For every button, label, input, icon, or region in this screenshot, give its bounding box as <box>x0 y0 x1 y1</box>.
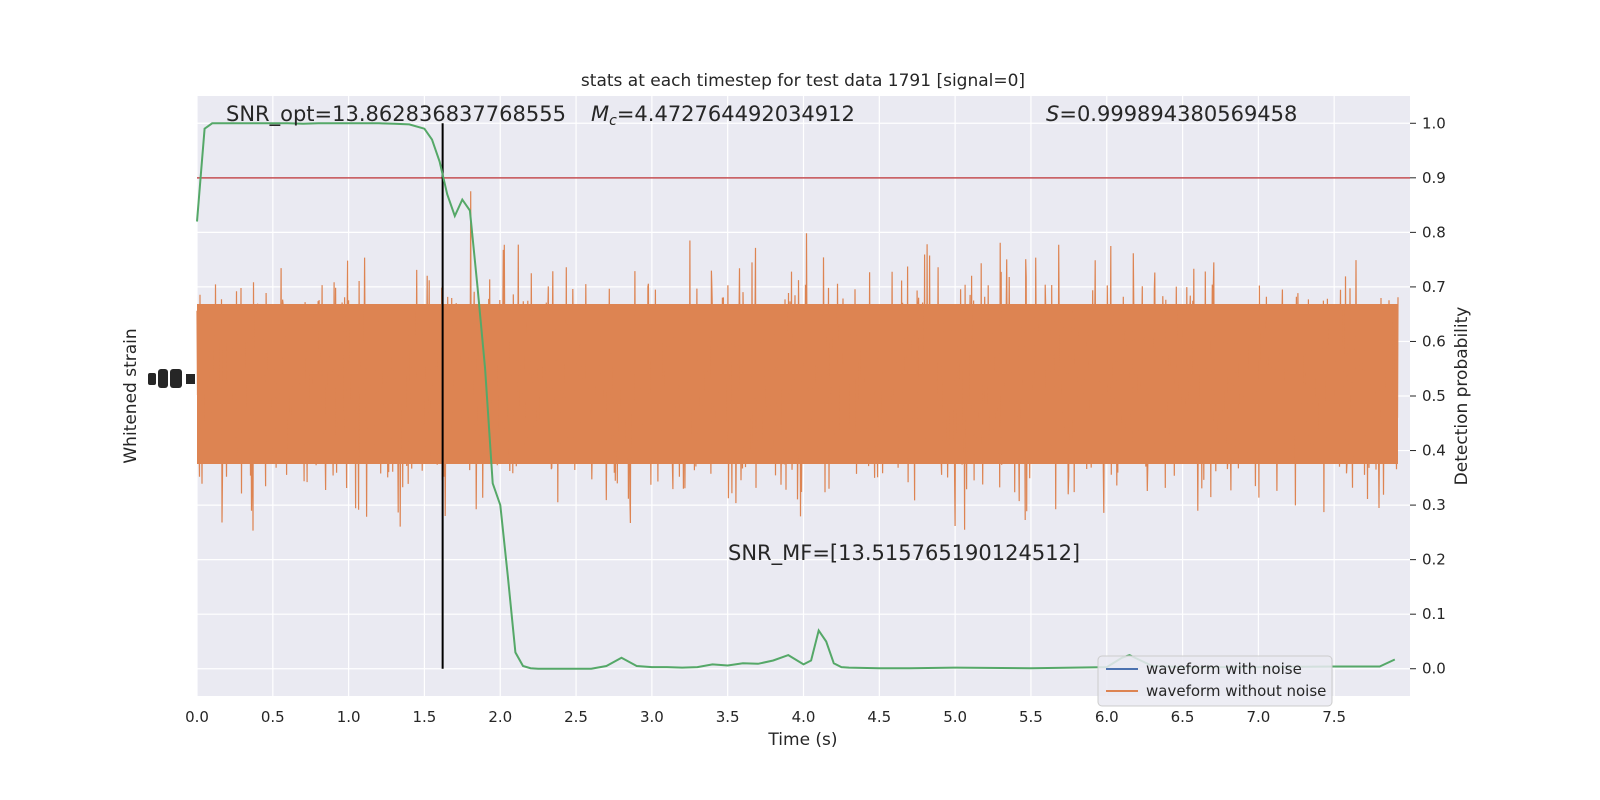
x-tick-label: 3.0 <box>640 708 664 726</box>
x-tick-label: 5.5 <box>1019 708 1043 726</box>
y-tick-label: 0.4 <box>1422 442 1446 460</box>
x-tick-label: 0.0 <box>185 708 209 726</box>
detection-probability-line <box>196 122 1396 670</box>
x-axis-label: Time (s) <box>767 730 837 750</box>
legend-label-with-noise: waveform with noise <box>1146 660 1302 678</box>
y-tick-label: 0.7 <box>1422 278 1446 296</box>
x-tick-label: 2.0 <box>488 708 512 726</box>
x-tick-label: 3.5 <box>716 708 740 726</box>
x-tick-label: 1.0 <box>337 708 361 726</box>
x-tick-label: 6.5 <box>1171 708 1195 726</box>
x-tick-label: 0.5 <box>261 708 285 726</box>
x-tick-labels: 0.0 0.5 1.0 1.5 2.0 2.5 3.0 3.5 4.0 4.5 5.0 5.5 6.0 6… <box>185 708 1346 726</box>
chart-title: stats at each timestep for test data 179… <box>581 71 1025 91</box>
left-axis-overlapped-ticks <box>148 369 195 388</box>
x-tick-label: 7.0 <box>1246 708 1270 726</box>
y-tick-label: 0.1 <box>1422 605 1446 623</box>
waveform-without-noise-series <box>196 191 1399 531</box>
x-tick-label: 4.5 <box>867 708 891 726</box>
snr-opt-annotation: SNR_opt=13.862836837768555 <box>226 102 566 127</box>
left-axis-label: Whitened strain <box>121 328 141 463</box>
x-tick-label: 1.5 <box>413 708 437 726</box>
strain-trace <box>196 191 1399 531</box>
y-tick-label: 0.3 <box>1422 496 1446 514</box>
legend-label-without-noise: waveform without noise <box>1146 682 1326 700</box>
left-tick-blot <box>158 369 168 388</box>
x-tick-label: 2.5 <box>564 708 588 726</box>
chirp-mass-value: =4.472764492034912 <box>617 102 855 126</box>
chirp-mass-symbol: M <box>591 102 609 126</box>
chirp-mass-subscript: c <box>609 113 617 129</box>
y-tick-label: 0.9 <box>1422 169 1446 187</box>
x-tick-label: 5.0 <box>943 708 967 726</box>
right-axis-label: Detection probability <box>1452 307 1472 486</box>
y-tick-label: 0.6 <box>1422 332 1446 350</box>
chirp-mass-annotation: Mc=4.472764492034912 <box>591 102 855 129</box>
y-tick-label: 0.8 <box>1422 223 1446 241</box>
s-annotation: S=0.999894380569458 <box>1046 102 1297 126</box>
x-tick-label: 6.0 <box>1095 708 1119 726</box>
y-tick-label: 0.5 <box>1422 387 1446 405</box>
x-tick-label: 7.5 <box>1322 708 1346 726</box>
y-tick-label: 1.0 <box>1422 114 1446 132</box>
snr-mf-annotation: SNR_MF=[13.515765190124512] <box>728 541 1080 566</box>
y-tick-label: 0.0 <box>1422 660 1446 678</box>
left-tick-blot <box>170 369 182 388</box>
legend-box <box>1097 655 1333 707</box>
left-tick-blot <box>148 373 156 385</box>
x-tick-label: 4.0 <box>792 708 816 726</box>
y-tick-labels: 0.0 0.1 0.2 0.3 0.4 0.5 0.6 0.7 0.8 0.9 1.0 <box>1410 114 1446 678</box>
s-value: =0.999894380569458 <box>1059 102 1297 126</box>
legend: waveform with noise waveform without noi… <box>1097 655 1333 707</box>
left-tick-blot <box>186 374 195 384</box>
s-symbol: S <box>1046 102 1059 126</box>
y-tick-label: 0.2 <box>1422 551 1446 569</box>
